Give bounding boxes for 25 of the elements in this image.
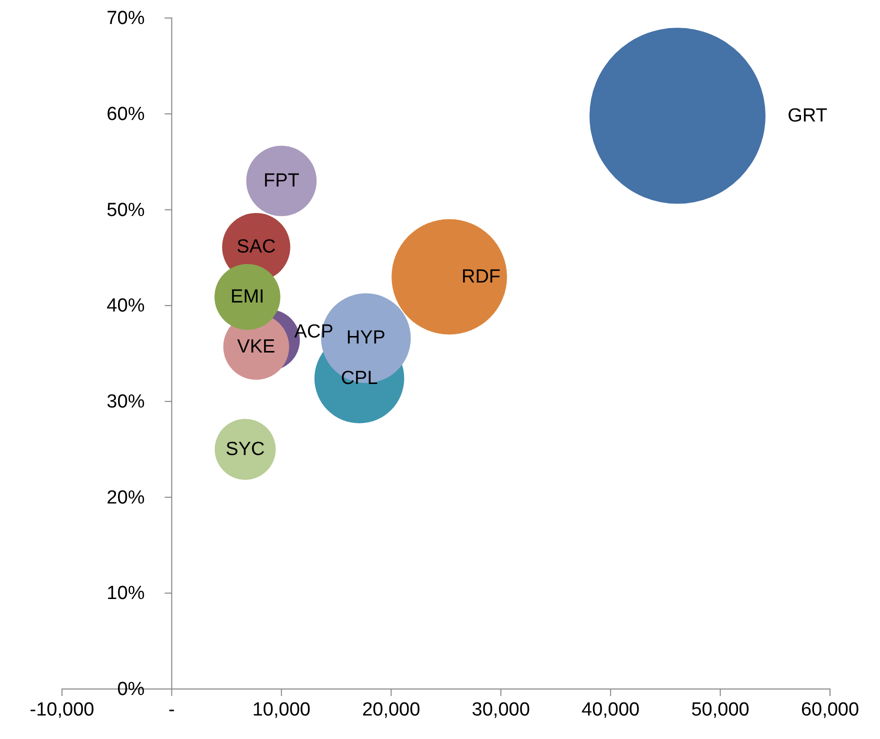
x-tick-label: 40,000 <box>582 699 640 720</box>
series-label: EMI <box>230 286 264 308</box>
y-tick-label: 60% <box>106 104 145 125</box>
series-label: HYP <box>346 328 386 349</box>
series-label: CPL <box>340 368 378 389</box>
x-tick-label: 60,000 <box>800 699 860 720</box>
x-tick-label: -10,000 <box>30 699 94 720</box>
x-tick-label: 30,000 <box>472 699 530 720</box>
y-tick-label: 20% <box>106 487 145 508</box>
series-label: SYC <box>226 438 265 460</box>
series-label: GRT <box>788 105 828 126</box>
series-label: RDF <box>462 266 501 288</box>
y-tick-label: 40% <box>106 296 145 317</box>
series-label: FPT <box>263 170 300 192</box>
x-tick-label: 20,000 <box>362 699 420 720</box>
x-tick-label: - <box>168 699 175 720</box>
y-tick-label: 0% <box>117 679 145 700</box>
series-label: SAC <box>236 236 276 258</box>
y-tick-label: 30% <box>106 392 145 413</box>
y-tick-label: 50% <box>106 200 145 221</box>
series-label: VKE <box>237 336 276 358</box>
y-tick-label: 10% <box>106 583 145 604</box>
x-tick-label: 10,000 <box>252 699 310 720</box>
x-tick-label: 50,000 <box>691 699 750 720</box>
y-tick-label: 70% <box>106 8 145 30</box>
